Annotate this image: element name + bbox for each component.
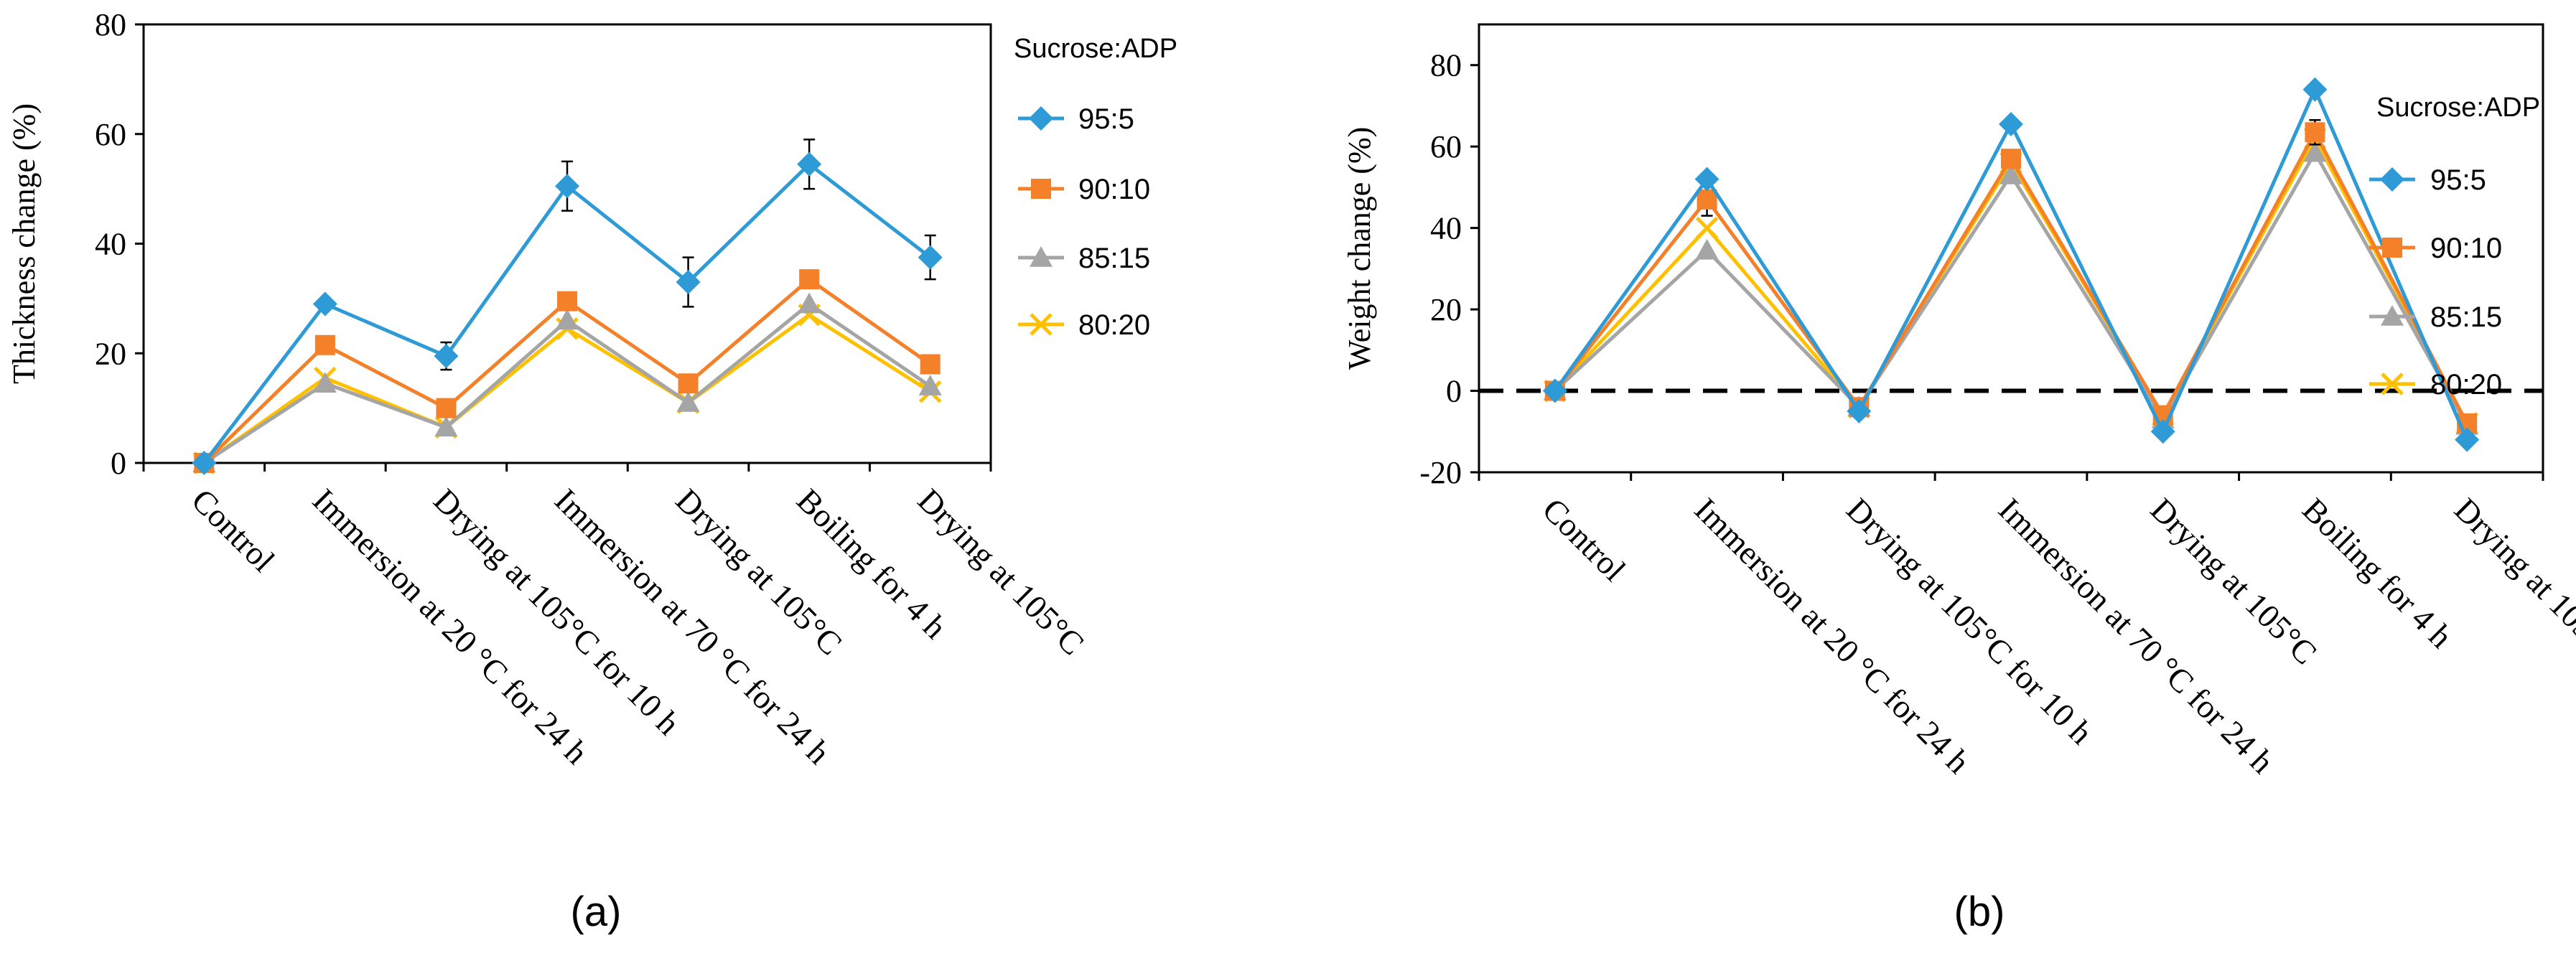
legend-marker: [2381, 305, 2404, 326]
legend-item-90-10: 90:10: [1018, 174, 1150, 205]
y-tick-label: 40: [95, 227, 126, 262]
legend-marker-stroke-b: [2381, 372, 2404, 395]
data-point: [1542, 378, 1567, 403]
x-category-label: Immersion at 70 °C for 24 h: [1992, 491, 2281, 780]
series-line: [202, 312, 932, 465]
series-line: [1554, 149, 2469, 426]
legend-label: 95:5: [1078, 103, 1134, 135]
data-point-stroke-b: [1695, 216, 1719, 240]
data-point: [2001, 149, 2021, 169]
data-point: [556, 309, 579, 330]
legend-marker-stroke-b: [1030, 313, 1053, 336]
y-tick-label: 80: [1430, 48, 1462, 83]
series-90-10: [1544, 119, 2478, 434]
legend-label: 90:10: [2430, 233, 2502, 264]
y-tick-label: 0: [1446, 374, 1462, 409]
chart-panel-b: -20 0 20 40 60 80 Weight change (%) Control Imme…: [1342, 23, 2576, 935]
panel-label: (a): [571, 889, 622, 935]
data-point: [555, 174, 579, 199]
data-point: [1847, 398, 1872, 423]
legend-item-95-5: 95:5: [1018, 103, 1134, 135]
data-point: [799, 269, 820, 290]
data-point: [918, 375, 942, 395]
x-category-label: Control: [1536, 491, 1633, 588]
legend-label: 85:15: [2430, 301, 2502, 333]
y-axis-label: Thickness change (%): [6, 103, 42, 384]
legend: Sucrose:ADP 95:5 90:10 85:15 80:20: [1014, 34, 1177, 341]
legend-marker: [2381, 372, 2404, 395]
data-point: [1694, 167, 1719, 192]
x-category-label: Boiling for 4 h: [2295, 491, 2460, 655]
y-tick-label: 40: [1430, 211, 1462, 246]
legend-marker: [2380, 167, 2404, 192]
series-95-5: [192, 139, 943, 475]
data-point: [918, 245, 943, 270]
legend-marker: [1030, 246, 1053, 267]
data-point: [1999, 111, 2023, 136]
y-tick-label: -20: [1419, 455, 1462, 490]
legend-title: Sucrose:ADP: [1014, 34, 1177, 64]
data-point: [2455, 427, 2480, 452]
series-90-10: [194, 269, 941, 473]
legend-item-80-20: 80:20: [2369, 369, 2502, 400]
y-tick-label: 60: [95, 117, 126, 152]
data-point: [434, 416, 458, 437]
legend-label: 90:10: [1078, 174, 1150, 205]
y-tick-label: 0: [111, 446, 126, 481]
data-point: [436, 398, 457, 418]
series-85-15: [192, 292, 942, 472]
x-category-label: Drying at 105°C: [2447, 491, 2576, 671]
data-point: [1695, 238, 1719, 260]
data-point: [2303, 141, 2327, 162]
legend-marker: [1029, 106, 1053, 131]
legend-item-85-15: 85:15: [1018, 243, 1150, 274]
data-point: [920, 354, 941, 375]
data-point: [1999, 163, 2022, 184]
data-point: [676, 390, 700, 412]
legend-label: 80:20: [2430, 369, 2502, 400]
data-point: [2150, 419, 2175, 444]
data-point: [797, 151, 822, 177]
data-point: [798, 292, 821, 314]
y-tick-label: 80: [95, 7, 126, 42]
data-point: [314, 334, 335, 355]
legend-title: Sucrose:ADP: [2376, 93, 2540, 123]
legend-marker: [1030, 313, 1053, 336]
legend-label: 85:15: [1078, 243, 1150, 274]
legend-item-85-15: 85:15: [2369, 301, 2502, 333]
data-point: [2302, 77, 2328, 102]
legend-marker: [2382, 238, 2402, 258]
y-tick-label: 60: [1430, 129, 1462, 164]
data-point: [434, 344, 459, 369]
data-point: [678, 373, 699, 394]
series-95-5: [1542, 77, 2480, 452]
legend-item-90-10: 90:10: [2369, 233, 2502, 264]
data-point: [312, 291, 337, 317]
legend-item-80-20: 80:20: [1018, 309, 1150, 341]
x-category-label: Control: [185, 482, 281, 578]
legend-label: 95:5: [2430, 164, 2486, 196]
y-axis-label: Weight change (%): [1342, 127, 1377, 370]
data-point: [313, 372, 337, 393]
y-tick-label: 20: [1430, 292, 1462, 327]
x-category-label: Immersion at 20 °C for 24 h: [1688, 491, 1977, 780]
data-point: [557, 291, 577, 311]
data-point: [1697, 189, 1717, 210]
panel-label: (b): [1954, 889, 2005, 935]
data-point: [192, 451, 217, 475]
data-point: [2305, 122, 2325, 143]
plot-frame: [1478, 23, 2544, 474]
data-point: [1695, 216, 1719, 240]
data-point: [676, 269, 701, 294]
x-category-label: Drying at 105°C for 10 h: [426, 482, 687, 742]
legend-marker: [1031, 179, 1051, 199]
legend-item-95-5: 95:5: [2369, 164, 2486, 196]
y-tick-label: 20: [95, 336, 126, 371]
x-category-label: Drying at 105°C for 10 h: [1839, 491, 2100, 751]
legend: Sucrose:ADP 95:5 90:10 85:15 80:20: [2369, 93, 2540, 400]
legend-label: 80:20: [1078, 309, 1150, 341]
